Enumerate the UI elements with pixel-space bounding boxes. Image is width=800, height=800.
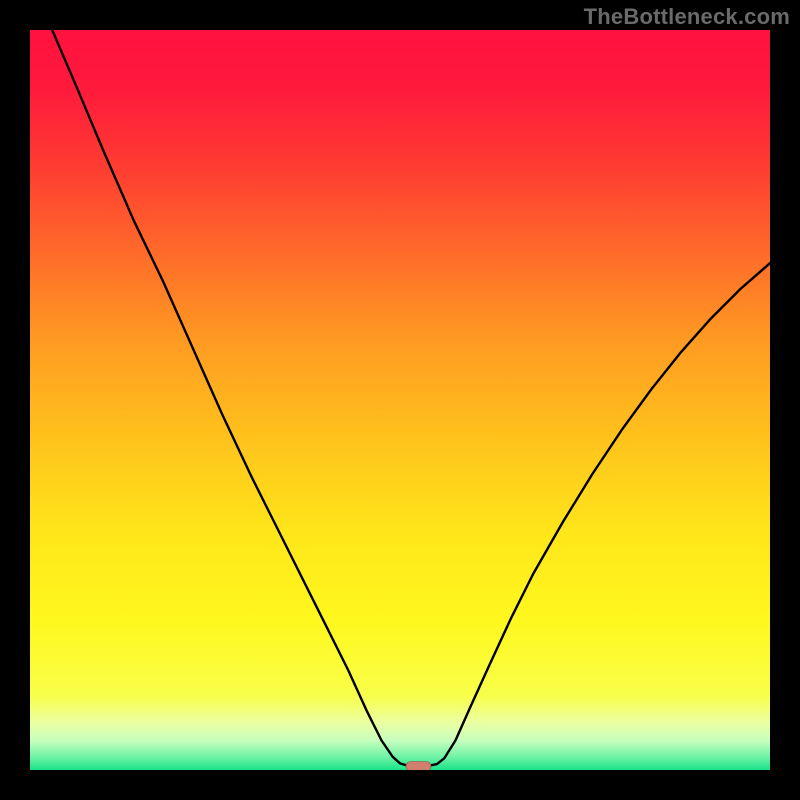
chart-frame: TheBottleneck.com xyxy=(0,0,800,800)
optimal-point-marker xyxy=(406,761,431,770)
watermark-text: TheBottleneck.com xyxy=(584,4,790,30)
bottleneck-chart xyxy=(30,30,770,770)
chart-background xyxy=(30,30,770,770)
